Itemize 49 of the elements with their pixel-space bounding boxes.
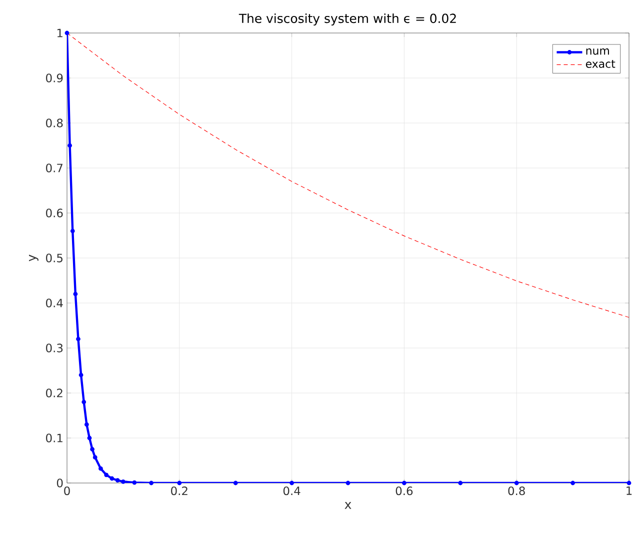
point	[290, 480, 294, 486]
point	[110, 476, 114, 481]
point	[402, 480, 406, 486]
point	[104, 472, 109, 478]
point	[68, 143, 72, 148]
legend-label: num	[586, 48, 609, 55]
point	[76, 336, 80, 342]
point	[626, 480, 632, 486]
y-tick-label: 0.9	[46, 74, 63, 82]
x-axis-title: x	[344, 502, 352, 509]
x-tick-label: 0	[64, 486, 70, 496]
point	[78, 372, 84, 378]
point	[570, 480, 576, 486]
point	[458, 480, 463, 486]
y-tick-label: 0	[56, 478, 63, 488]
y-tick-label: 0.2	[46, 388, 62, 398]
y-tick-label: 0.6	[46, 208, 63, 218]
point	[98, 466, 103, 471]
point	[82, 400, 86, 404]
point	[73, 292, 78, 296]
x-tick-label: 0.4	[283, 486, 300, 496]
y-tick-label: 0.1	[46, 434, 62, 442]
point	[177, 480, 182, 486]
x-tick-label: 0.8	[508, 486, 525, 496]
legend-label: exact	[586, 60, 616, 68]
point	[149, 480, 154, 486]
point	[121, 479, 126, 484]
point	[70, 228, 75, 234]
point	[233, 480, 238, 486]
y-tick-label: 0.5	[46, 254, 62, 262]
chart-title: The viscosity system with ϵ = 0.02	[238, 13, 456, 26]
point	[115, 478, 120, 482]
point	[92, 455, 98, 460]
y-tick-label: 1	[57, 28, 62, 38]
x-tick-label: 1	[626, 486, 632, 495]
y-tick-label: 0.3	[46, 344, 63, 352]
point	[514, 480, 519, 486]
y-tick-label: 0.4	[46, 298, 63, 308]
x-tick-label: 0.2	[171, 486, 188, 496]
point	[132, 480, 137, 485]
x-tick-label: 0.6	[396, 486, 413, 496]
y-tick-label: 0.7	[46, 164, 62, 172]
y-tick-label: 0.8	[46, 118, 63, 128]
point	[346, 480, 350, 486]
point	[90, 447, 94, 452]
y-axis-title: y	[29, 254, 38, 262]
point	[84, 422, 89, 427]
point	[64, 30, 70, 36]
point	[87, 436, 92, 440]
